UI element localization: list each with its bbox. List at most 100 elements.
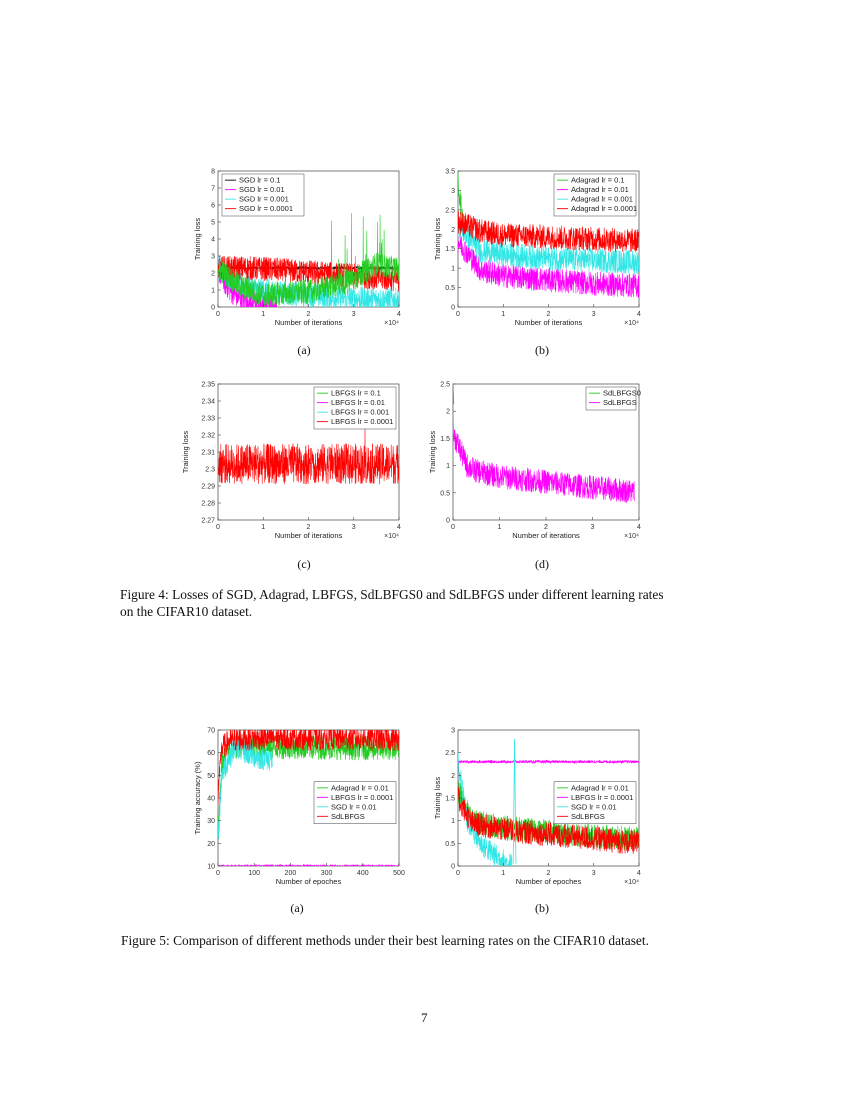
fig4c-xtick-label: 0 [216,524,220,531]
fig5a-xtick-label: 400 [357,870,369,877]
fig4a-ytick-label: 3 [211,254,215,261]
fig4a-series-4 [218,213,399,307]
fig4b-xtick-label: 3 [592,311,596,318]
fig4a-legend-entry: SGD lr = 0.0001 [239,204,293,213]
page-number: 7 [421,1010,428,1025]
fig4d-ytick-label: 2 [446,409,450,416]
fig5b-series-3 [458,786,639,855]
fig4d-xtick-label: 4 [637,524,641,531]
figure5-caption: Figure 5: Comparison of different method… [121,933,649,948]
fig4a-plot: 0 1 2 3 4 0 1 2 3 4 5 6 7 8 Number of iterations Traini… [190,165,405,335]
fig5a-series-group [218,730,399,866]
fig5a-xtick-label: 500 [393,870,405,877]
fig4a-legend-entry: SGD lr = 0.1 [239,176,280,185]
fig4a-series-group [218,213,399,307]
fig4c-ytick-label: 2.34 [201,399,215,406]
fig4d-legend-entry: SdLBFGS [603,398,637,407]
fig5a-xtick-label: 100 [248,870,260,877]
fig4c-ytick-label: 2.3 [205,467,215,474]
fig4b-xtick-label: 0 [456,311,460,318]
fig5a-xtick-label: 300 [321,870,333,877]
fig4a-ytick-label: 4 [211,237,215,244]
fig5a-legend-entry: SdLBFGS [331,812,365,821]
fig4a-xtick-label: 2 [307,311,311,318]
fig5a-ytick-label: 10 [207,864,215,871]
fig4d-series-1 [453,421,635,503]
fig4c-ytick-label: 2.27 [201,518,215,525]
fig4a-xtick-label: 3 [352,311,356,318]
fig4c-ytick-label: 2.35 [201,382,215,389]
fig4a-ytick-label: 6 [211,203,215,210]
fig4c-plot: 0 1 2 3 4 2.27 2.28 2.29 2.3 2.31 2.32 2.33 2.34 2.35… [180,378,405,548]
fig4b-series-group [458,171,639,298]
fig4d-xtick-label: 3 [591,524,595,531]
fig4b-ytick-label: 3 [451,188,455,195]
fig4d-x-multiplier: ×10⁴ [624,533,639,540]
fig5a-series-1 [218,863,399,866]
fig4d-ytick-label: 1 [446,463,450,470]
fig4a-ytick-label: 8 [211,169,215,176]
fig5a-xtick-label: 200 [285,870,297,877]
fig5b-ytick-label: 0 [451,864,455,871]
fig5b-ytick-label: 0.5 [445,841,455,848]
fig5b-ytick-label: 2.5 [445,750,455,757]
fig4b-ytick-label: 1.5 [445,246,455,253]
fig4c-xtick-label: 1 [261,524,265,531]
fig5-sublabel-a: (a) [290,901,304,915]
fig4a-xtick-label: 0 [216,311,220,318]
fig5a-legend-entry: LBFGS lr = 0.0001 [331,793,393,802]
fig5b-plot: 0 1 2 3 4 0 0.5 1 1.5 2 2.5 3 Number of epoches Train… [430,724,645,894]
fig4c-legend-entry: LBFGS lr = 0.0001 [331,417,393,426]
fig4a-legend-entry: SGD lr = 0.01 [239,185,285,194]
fig4a-ylabel: Training loss [193,218,202,260]
fig4a-ytick-label: 7 [211,186,215,193]
fig4a-xlabel: Number of iterations [275,318,343,327]
fig4b-ylabel: Training loss [433,218,442,260]
fig5b-xtick-label: 1 [501,870,505,877]
fig4b-legend-entry: Adagrad lr = 0.1 [571,176,625,185]
fig4d-xtick-label: 1 [498,524,502,531]
fig5b-ytick-label: 1 [451,818,455,825]
fig4d-xtick-label: 0 [451,524,455,531]
fig5a-ytick-label: 40 [207,796,215,803]
fig5b-series-1 [458,759,639,765]
fig4a-ytick-label: 0 [211,305,215,312]
fig5a-plot: 0 100 200 300 400 500 10 20 30 40 50 60 70 Number of … [190,724,405,894]
fig4-sublabel-c: (c) [297,557,311,571]
fig5b-xlabel: Number of epoches [516,877,582,886]
fig5b-legend-entry: Adagrad lr = 0.01 [571,783,629,792]
fig5b-series-spike [512,739,517,864]
fig5a-ytick-label: 70 [207,728,215,735]
fig5a-xtick-label: 0 [216,870,220,877]
fig4d-ytick-label: 2.5 [440,382,450,389]
fig4b-ytick-label: 3.5 [445,169,455,176]
fig5b-xtick-label: 3 [592,870,596,877]
fig4d-series-group [453,384,635,503]
fig4c-legend-entry: LBFGS lr = 0.001 [331,408,389,417]
fig4c-ylabel: Training loss [181,431,190,473]
fig4d-ytick-label: 0 [446,518,450,525]
fig5a-ytick-label: 60 [207,750,215,757]
fig4b-xtick-label: 1 [501,311,505,318]
fig5b-legend-entry: SGD lr = 0.01 [571,802,617,811]
fig4c-x-multiplier: ×10⁴ [384,533,399,540]
fig5a-legend-entry: Adagrad lr = 0.01 [331,783,389,792]
fig5a-series-2 [218,735,273,840]
fig4b-legend-entry: Adagrad lr = 0.01 [571,185,629,194]
figure4-caption: Figure 4: Losses of SGD, Adagrad, LBFGS,… [120,586,740,620]
fig4d-xlabel: Number of iterations [512,531,580,540]
fig5b-xtick-label: 4 [637,870,641,877]
fig4b-xlabel: Number of iterations [515,318,583,327]
fig5a-ylabel: Training accuracy (%) [193,761,202,834]
fig4c-ytick-label: 2.28 [201,501,215,508]
fig4c-ytick-label: 2.32 [201,433,215,440]
fig4b-series-3 [458,211,639,253]
fig4-sublabel-a: (a) [297,343,311,357]
fig5b-series-group [458,739,639,866]
fig5b-legend-entry: LBFGS lr = 0.0001 [571,793,633,802]
fig4c-legend-entry: LBFGS lr = 0.01 [331,398,385,407]
fig4a-ytick-label: 2 [211,271,215,278]
